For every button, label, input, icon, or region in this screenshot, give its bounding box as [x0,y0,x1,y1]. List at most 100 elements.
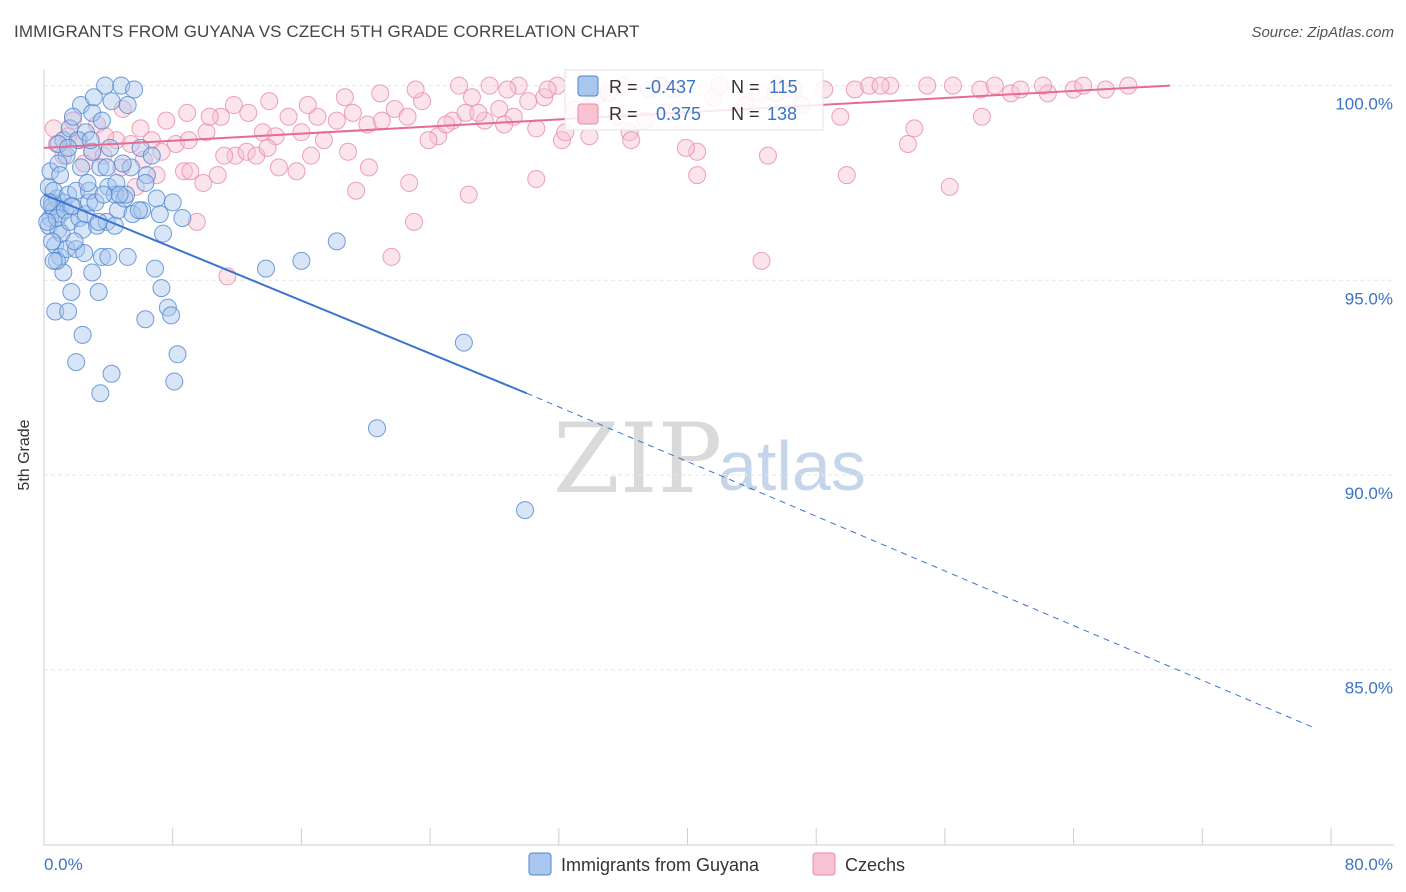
y-tick-label-100: 100.0% [1335,95,1393,114]
pink-point-30 [519,92,538,111]
pink-point-130 [302,146,321,165]
pink-point-76 [622,131,641,150]
blue-point-70 [146,259,165,278]
legend-swatch-czechs[interactable] [812,852,836,876]
blue-point-66 [125,80,144,99]
pink-point-18 [343,103,362,122]
pink-point-98 [509,76,528,95]
blue-point-99 [292,251,311,270]
blue-point-68 [150,205,169,224]
blue-point-85 [38,212,57,231]
blue-point-86 [43,232,62,251]
source-label: Source: ZipAtlas.com [1251,24,1394,41]
blue-point-57 [92,111,111,130]
blue-point-97 [163,193,182,212]
x-tick-label-max: 80.0% [1345,855,1393,874]
pink-point-120 [752,251,771,270]
pink-point-108 [187,212,206,231]
stats-r-value-blue: -0.437 [645,77,696,97]
pink-point-68 [287,162,306,181]
blue-point-63 [100,138,119,157]
pink-point-67 [269,158,288,177]
blue-point-38 [91,384,110,403]
pink-point-92 [298,96,317,115]
legend-label-guyana: Immigrants from Guyana [561,855,760,875]
x-ticks [43,828,1332,845]
pink-point-54 [1119,76,1138,95]
pink-point-131 [347,181,366,200]
pink-point-135 [538,80,557,99]
pink-point-9 [197,123,216,142]
pink-point-14 [279,107,298,126]
pink-point-63 [208,166,227,185]
blue-point-88 [65,232,84,251]
blue-point-79 [136,173,155,192]
pink-point-132 [419,131,438,150]
watermark-atlas: atlas [718,427,866,505]
pink-point-88 [178,103,197,122]
stats-swatch-pink [577,103,599,125]
blue-point-113 [129,201,148,220]
blue-point-45 [91,158,110,177]
pink-point-71 [359,158,378,177]
blue-point-73 [162,306,181,325]
legend-label-czechs: Czechs [845,855,905,875]
legend: Immigrants from Guyana Czechs [528,852,905,876]
pink-point-90 [224,96,243,115]
blue-point-33 [46,302,65,321]
blue-point-43 [72,158,91,177]
guyana-points [38,76,535,520]
pink-point-123 [972,107,991,126]
pink-point-129 [258,138,277,157]
pink-point-121 [831,107,850,126]
blue-point-111 [94,185,113,204]
chart-title: IMMIGRANTS FROM GUYANA VS CZECH 5TH GRAD… [14,22,640,41]
pink-point-115 [527,119,546,138]
stats-n-label-pink: N = [731,104,760,124]
blue-point-36 [67,353,86,372]
blue-point-77 [118,247,137,266]
blue-point-48 [109,201,128,220]
pink-point-138 [871,76,890,95]
pink-point-133 [462,88,481,107]
y-tick-label-85: 85.0% [1345,679,1393,698]
pink-point-81 [940,177,959,196]
blue-point-52 [51,166,70,185]
blue-point-75 [165,372,184,391]
pink-point-139 [985,76,1004,95]
pink-point-91 [260,92,279,111]
blue-point-112 [113,154,132,173]
blue-point-96 [173,208,192,227]
pink-point-73 [459,185,478,204]
pink-point-47 [881,76,900,95]
pink-point-119 [676,138,695,157]
pink-point-59 [126,177,145,196]
pink-point-72 [400,173,419,192]
blue-point-76 [136,310,155,329]
pink-point-46 [845,80,864,99]
blue-point-109 [59,138,78,157]
blue-point-62 [118,96,137,115]
blue-point-37 [102,364,121,383]
blue-point-101 [454,333,473,352]
blue-point-51 [49,154,68,173]
watermark-zip: ZIP [553,403,722,515]
blue-point-32 [62,282,81,301]
blue-point-44 [83,142,102,161]
pink-point-48 [918,76,937,95]
blue-point-34 [59,302,78,321]
guyana-trend-line [43,193,528,395]
pink-point-110 [382,247,401,266]
pink-point-134 [498,80,517,99]
blue-point-56 [83,103,102,122]
pink-point-77 [688,166,707,185]
pink-point-70 [339,142,358,161]
pink-point-78 [758,146,777,165]
blue-point-87 [44,251,63,270]
legend-swatch-guyana[interactable] [528,852,552,876]
pink-point-23 [413,92,432,111]
blue-point-107 [89,212,108,231]
blue-point-69 [154,224,173,243]
blue-point-102 [368,419,387,438]
